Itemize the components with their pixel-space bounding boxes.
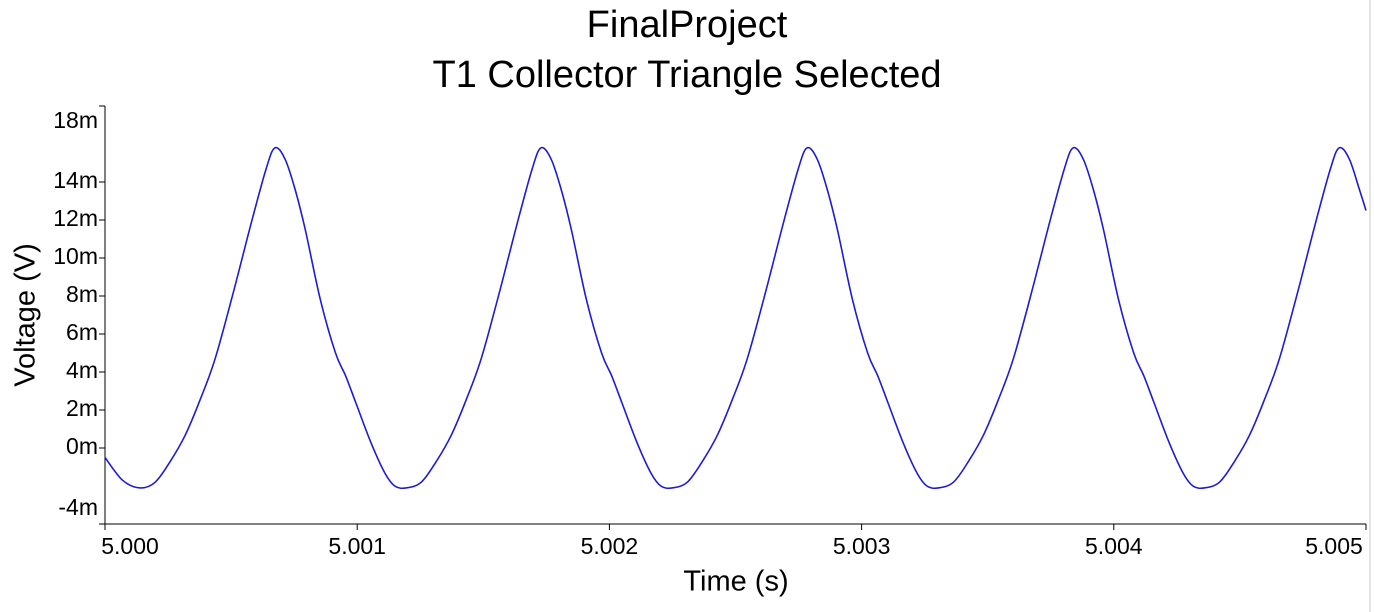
chart-title: FinalProject: [587, 4, 788, 46]
x-tick-label: 5.004: [1085, 533, 1143, 559]
y-tick-label: 2m: [66, 395, 98, 421]
x-axis-title: Time (s): [683, 566, 788, 598]
y-tick-label: 10m: [53, 243, 98, 269]
y-tick-label: 14m: [53, 167, 98, 193]
y-tick-label: -4m: [58, 494, 98, 520]
x-tick-label: 5.000: [101, 533, 159, 559]
x-tick-label: 5.001: [328, 533, 386, 559]
y-tick-label: 4m: [66, 357, 98, 383]
y-tick-label: 18m: [53, 107, 98, 133]
x-tick-label: 5.002: [581, 533, 639, 559]
y-tick-label: 8m: [66, 281, 98, 307]
x-tick-label: 5.003: [833, 533, 891, 559]
y-tick-label: 12m: [53, 205, 98, 231]
chart-subtitle: T1 Collector Triangle Selected: [432, 54, 941, 96]
y-tick-label: 0m: [66, 433, 98, 459]
y-tick-label: 6m: [66, 319, 98, 345]
y-axis-title: Voltage (V): [10, 243, 42, 386]
trace-line: [104, 146, 1367, 490]
x-tick-label: 5.005: [1305, 533, 1363, 559]
